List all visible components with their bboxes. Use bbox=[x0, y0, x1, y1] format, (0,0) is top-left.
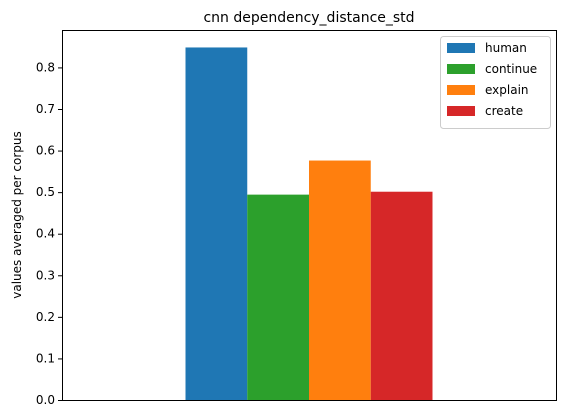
bar-continue bbox=[247, 194, 309, 400]
y-axis: 0.0 0.1 0.2 0.3 0.4 0.5 0.6 0.7 0.8 bbox=[36, 60, 62, 407]
bar-explain bbox=[309, 160, 371, 400]
y-tick-label: 0.8 bbox=[36, 60, 55, 74]
legend-swatch-explain bbox=[447, 85, 475, 95]
legend: human continue explain create bbox=[440, 36, 551, 129]
y-tick-label: 0.7 bbox=[36, 102, 55, 116]
legend-label-create: create bbox=[485, 104, 523, 118]
y-tick-label: 0.5 bbox=[36, 185, 55, 199]
legend-swatch-continue bbox=[447, 64, 475, 74]
y-tick-label: 0.2 bbox=[36, 310, 55, 324]
legend-label-explain: explain bbox=[485, 83, 529, 97]
plot-frame bbox=[62, 30, 557, 401]
legend-label-human: human bbox=[485, 41, 527, 55]
bars-group bbox=[185, 47, 433, 401]
legend-swatch-human bbox=[447, 43, 475, 53]
y-tick-label: 0.6 bbox=[36, 144, 55, 158]
y-tick-label: 0.4 bbox=[36, 227, 55, 241]
y-tick-label: 0.0 bbox=[36, 393, 55, 407]
legend-label-continue: continue bbox=[485, 62, 537, 76]
bar-human bbox=[185, 47, 248, 401]
y-tick-label: 0.3 bbox=[36, 268, 55, 282]
bar-create bbox=[370, 191, 433, 400]
legend-swatch-create bbox=[447, 106, 475, 116]
legend-box bbox=[440, 36, 551, 129]
chart-title: cnn dependency_distance_std bbox=[203, 10, 414, 26]
y-tick-label: 0.1 bbox=[36, 351, 55, 365]
y-axis-label: values averaged per corpus bbox=[10, 131, 24, 299]
